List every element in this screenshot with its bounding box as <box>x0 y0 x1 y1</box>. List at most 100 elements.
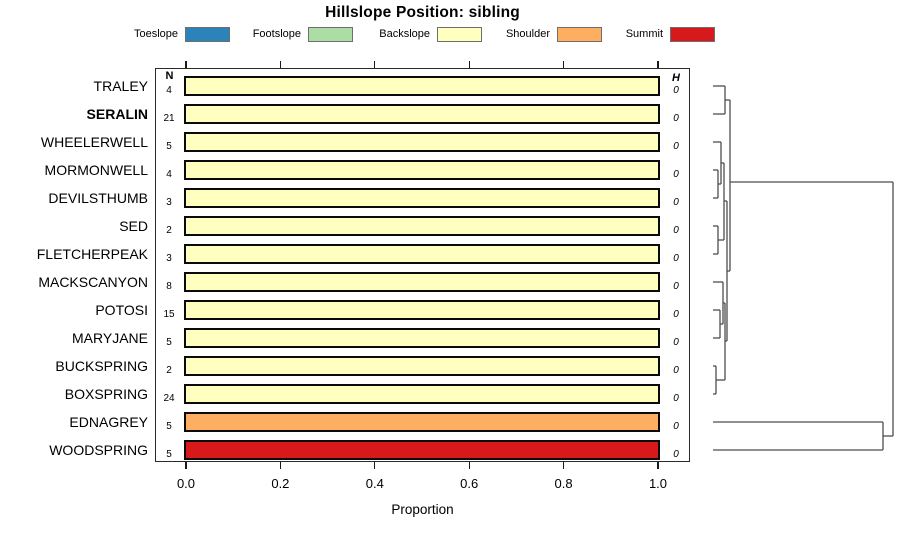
x-tick-label: 1.0 <box>648 476 668 491</box>
h-column-header: H <box>672 72 680 84</box>
h-value: 0 <box>673 253 679 264</box>
legend-label-toeslope: Toeslope <box>133 28 178 40</box>
bar-segment-backslope <box>186 330 658 346</box>
series-label-ednagrey: EDNAGREY <box>69 414 148 430</box>
x-tick-label: 0.0 <box>176 476 196 491</box>
x-tick-bottom <box>374 462 376 469</box>
legend-swatch-toeslope <box>185 27 230 42</box>
n-value: 8 <box>166 281 172 292</box>
x-tick-bottom <box>657 462 659 469</box>
h-value: 0 <box>673 225 679 236</box>
n-value: 15 <box>163 309 175 320</box>
proportion-bar-buckspring <box>184 356 660 376</box>
h-value: 0 <box>673 197 679 208</box>
bar-segment-shoulder <box>186 414 658 430</box>
n-value: 24 <box>163 393 175 404</box>
n-value: 2 <box>166 365 172 376</box>
n-value: 4 <box>166 85 172 96</box>
proportion-bar-ednagrey <box>184 412 660 432</box>
chart-title: Hillslope Position: sibling <box>325 4 520 21</box>
proportion-bar-sed <box>184 216 660 236</box>
bar-segment-backslope <box>186 134 658 150</box>
x-tick-top <box>657 61 659 68</box>
proportion-bar-woodspring <box>184 440 660 460</box>
series-label-boxspring: BOXSPRING <box>64 386 148 402</box>
x-tick-top <box>468 61 470 68</box>
proportion-bar-boxspring <box>184 384 660 404</box>
h-value: 0 <box>673 393 679 404</box>
legend-swatch-backslope <box>437 27 482 42</box>
series-label-mackscanyon: MACKSCANYON <box>38 274 148 290</box>
proportion-bar-devilsthumb <box>184 188 660 208</box>
n-value: 4 <box>166 169 172 180</box>
x-tick-bottom <box>563 462 565 469</box>
x-tick-bottom <box>468 462 470 469</box>
proportion-bar-fletcherpeak <box>184 244 660 264</box>
series-label-seralin: SERALIN <box>86 106 148 122</box>
n-value: 3 <box>166 197 172 208</box>
legend-swatch-shoulder <box>557 27 602 42</box>
bar-segment-backslope <box>186 358 658 374</box>
series-label-maryjane: MARYJANE <box>72 330 148 346</box>
bar-segment-backslope <box>186 246 658 262</box>
bar-segment-backslope <box>186 190 658 206</box>
x-tick-label: 0.4 <box>365 476 384 491</box>
h-value: 0 <box>673 421 679 432</box>
x-tick-top <box>563 61 565 68</box>
proportion-bar-potosi <box>184 300 660 320</box>
proportion-bar-seralin <box>184 104 660 124</box>
x-tick-label: 0.6 <box>460 476 479 491</box>
h-value: 0 <box>673 309 679 320</box>
h-value: 0 <box>673 85 679 96</box>
bar-segment-summit <box>186 442 658 458</box>
h-value: 0 <box>673 337 679 348</box>
n-column-header: N <box>165 70 174 82</box>
legend-swatch-summit <box>670 27 715 42</box>
x-tick-bottom <box>279 462 281 469</box>
proportion-bar-wheelerwell <box>184 132 660 152</box>
n-value: 5 <box>166 421 172 432</box>
series-label-woodspring: WOODSPRING <box>49 442 148 458</box>
h-value: 0 <box>673 449 679 460</box>
n-value: 21 <box>163 113 175 124</box>
x-tick-label: 0.8 <box>554 476 573 491</box>
series-label-buckspring: BUCKSPRING <box>55 358 148 374</box>
h-value: 0 <box>673 281 679 292</box>
proportion-bar-traley <box>184 76 660 96</box>
bar-segment-backslope <box>186 218 658 234</box>
bar-segment-backslope <box>186 274 658 290</box>
series-label-fletcherpeak: FLETCHERPEAK <box>36 246 148 262</box>
x-axis-label: Proportion <box>391 502 454 517</box>
x-tick-label: 0.2 <box>271 476 290 491</box>
legend-label-backslope: Backslope <box>379 28 430 40</box>
legend-swatch-footslope <box>308 27 353 42</box>
h-value: 0 <box>673 365 679 376</box>
x-tick-top <box>374 61 376 68</box>
n-value: 3 <box>166 253 172 264</box>
series-label-wheelerwell: WHEELERWELL <box>40 134 148 150</box>
x-tick-top <box>185 61 187 68</box>
series-label-traley: TRALEY <box>93 78 148 94</box>
n-value: 5 <box>166 141 172 152</box>
legend-label-shoulder: Shoulder <box>505 28 550 40</box>
n-value: 5 <box>166 337 172 348</box>
series-label-potosi: POTOSI <box>95 302 148 318</box>
proportion-bar-maryjane <box>184 328 660 348</box>
bar-segment-backslope <box>186 386 658 402</box>
n-value: 2 <box>166 225 172 236</box>
x-tick-top <box>279 61 281 68</box>
n-value: 5 <box>166 449 172 460</box>
bar-segment-backslope <box>186 302 658 318</box>
proportion-bar-mormonwell <box>184 160 660 180</box>
legend-label-footslope: Footslope <box>252 28 301 40</box>
h-value: 0 <box>673 113 679 124</box>
plot-border <box>155 68 690 462</box>
series-label-sed: SED <box>119 218 148 234</box>
proportion-bar-mackscanyon <box>184 272 660 292</box>
x-tick-bottom <box>185 462 187 469</box>
h-value: 0 <box>673 141 679 152</box>
legend-label-summit: Summit <box>625 28 663 40</box>
series-label-devilsthumb: DEVILSTHUMB <box>48 190 148 206</box>
bar-segment-backslope <box>186 106 658 122</box>
